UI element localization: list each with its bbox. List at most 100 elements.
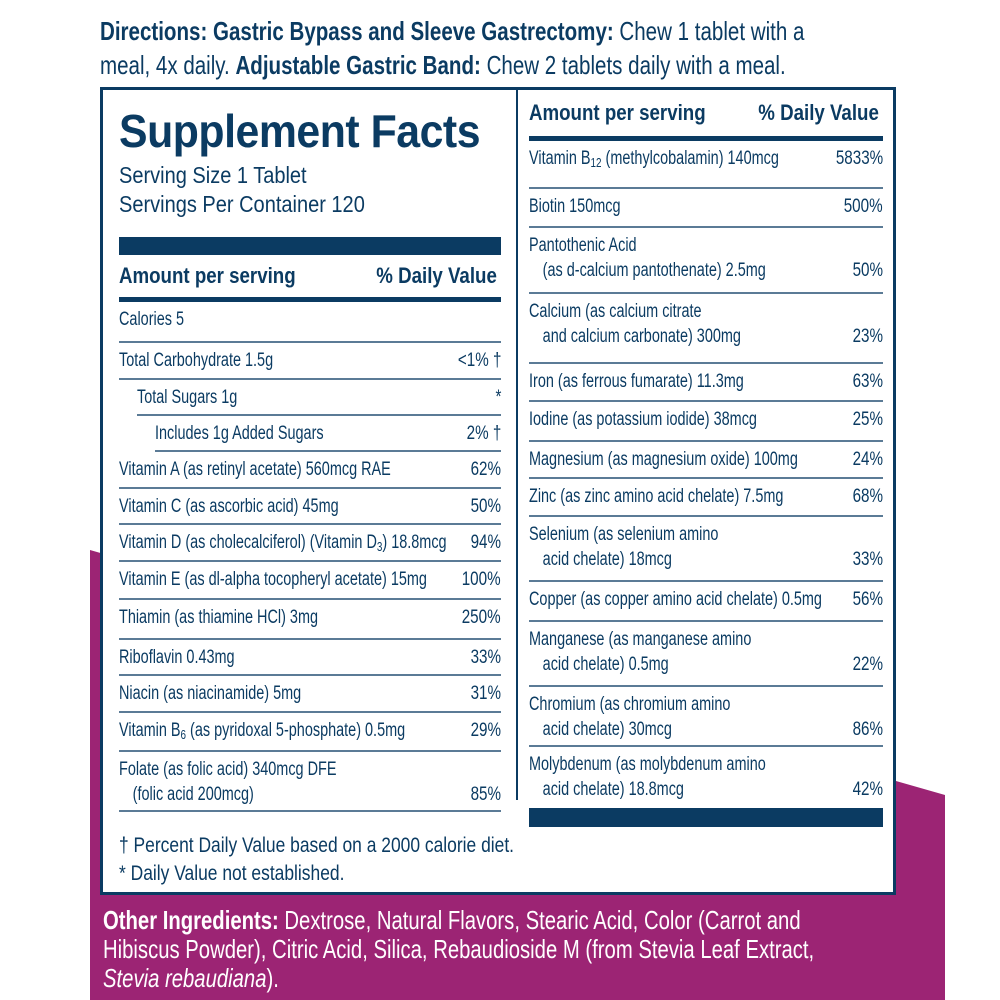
supplement-facts-panel: Supplement Facts Serving Size 1 Tablet S… (100, 87, 896, 895)
ingredients-text: ). (266, 963, 279, 993)
nutrient-label: Riboflavin 0.43mg (119, 647, 235, 668)
left-nutrient-list: Calories 5 Total Carbohydrate 1.5g <1% † To… (119, 302, 501, 812)
nutrient-label: Vitamin E (as dl-alpha tocopheryl acetat… (119, 569, 427, 590)
thick-rule (119, 297, 501, 302)
nutrient-label: Magnesium (as magnesium oxide) 100mg (529, 449, 798, 470)
ingredients-text: Hibiscus Powder), Citric Acid, Silica, R… (103, 934, 815, 964)
ingredients-text: Stevia rebaudiana (103, 963, 267, 993)
dv-header: % Daily Value (758, 100, 879, 125)
nutrient-label: Iron (as ferrous fumarate) 11.3mg (529, 371, 744, 392)
nutrient-row: Niacin (as niacinamide) 5mg 31% (119, 676, 501, 713)
nutrient-label: Calories 5 (119, 309, 185, 330)
daily-value: 50% (470, 496, 501, 517)
daily-value: 22% (852, 654, 883, 675)
nutrient-label: Pantothenic Acid (as d-calcium pantothena… (529, 235, 766, 281)
nutrient-label: Vitamin B12 (methylcobalamin) 140mcg (529, 148, 779, 170)
daily-value: 33% (852, 549, 883, 570)
nutrient-row: Iodine (as potassium iodide) 38mcg 25% (529, 402, 883, 442)
directions-text: Chew 2 tablets daily with a meal. (480, 50, 786, 80)
daily-value: * (495, 387, 501, 408)
daily-value: 68% (852, 486, 883, 507)
nutrient-label-line2: acid chelate) 18mcg (542, 549, 672, 570)
serving-size: Serving Size 1 Tablet (119, 162, 307, 188)
daily-value: 25% (852, 409, 883, 430)
nutrient-row: Total Carbohydrate 1.5g <1% † (119, 343, 501, 380)
nutrient-row: Copper (as copper amino acid chelate) 0.… (529, 582, 883, 622)
nutrient-row: Chromium (as chromium amino acid chelate)… (529, 687, 883, 747)
nutrient-row: Thiamin (as thiamine HCl) 3mg 250% (119, 600, 501, 640)
nutrient-label: Calcium (as calcium citrate and calcium c… (529, 301, 741, 347)
nutrient-label-line2: acid chelate) 18.8mcg (542, 779, 684, 800)
daily-value: 42% (852, 779, 883, 800)
daily-value: 100% (462, 569, 501, 590)
nutrient-row: Selenium (as selenium amino acid chelate)… (529, 517, 883, 582)
daily-value: 62% (470, 459, 501, 480)
nutrient-label: Total Sugars 1g (137, 387, 238, 408)
daily-value: 63% (852, 371, 883, 392)
nutrient-label: Iodine (as potassium iodide) 38mcg (529, 409, 757, 430)
daily-value: 50% (852, 260, 883, 281)
nutrient-row: Iron (as ferrous fumarate) 11.3mg 63% (529, 364, 883, 402)
nutrient-row: Total Sugars 1g * (137, 380, 501, 416)
nutrient-label-line2: (as d-calcium pantothenate) 2.5mg (542, 260, 766, 281)
nutrient-label: Chromium (as chromium amino acid chelate)… (529, 694, 731, 740)
daily-value: 23% (852, 326, 883, 347)
nutrient-row: Pantothenic Acid (as d-calcium pantothena… (529, 228, 883, 294)
nutrient-label: Biotin 150mcg (529, 196, 621, 217)
nutrient-row: Zinc (as zinc amino acid chelate) 7.5mg 6… (529, 479, 883, 517)
nutrient-row: Vitamin B6 (as pyridoxal 5-phosphate) 0.… (119, 713, 501, 752)
nutrient-label: Selenium (as selenium amino acid chelate)… (529, 524, 719, 570)
nutrient-label-line2: acid chelate) 0.5mg (542, 654, 669, 675)
footnote-dagger: † Percent Daily Value based on a 2000 ca… (119, 834, 515, 857)
nutrient-row: Molybdenum (as molybdenum amino acid chel… (529, 747, 883, 809)
directions-label: Directions: Gastric Bypass and Sleeve Ga… (100, 16, 614, 46)
nutrient-row: Vitamin D (as cholecalciferol) (Vitamin … (119, 525, 501, 562)
nutrient-label-line2: and calcium carbonate) 300mg (542, 326, 741, 347)
nutrient-row: Riboflavin 0.43mg 33% (119, 640, 501, 676)
nutrient-label: Total Carbohydrate 1.5g (119, 350, 274, 371)
directions-text: Chew 1 tablet with a (613, 16, 805, 46)
servings-per-container: Servings Per Container 120 (119, 191, 365, 217)
nutrient-row: Biotin 150mcg 500% (529, 189, 883, 228)
directions-label: Adjustable Gastric Band: (235, 50, 481, 80)
thick-rule (529, 136, 883, 141)
other-ingredients: Other Ingredients: Dextrose, Natural Fla… (103, 906, 814, 993)
nutrient-label: Niacin (as niacinamide) 5mg (119, 683, 302, 704)
nutrient-label: Copper (as copper amino acid chelate) 0.… (529, 589, 822, 610)
footnote-star: * Daily Value not established. (119, 862, 345, 885)
amount-header: Amount per serving (119, 263, 296, 288)
nutrient-label: Molybdenum (as molybdenum amino acid chel… (529, 754, 766, 800)
daily-value: 2% † (466, 423, 501, 444)
daily-value: 29% (470, 720, 501, 741)
nutrient-label: Vitamin C (as ascorbic acid) 45mg (119, 496, 339, 517)
nutrient-label: Zinc (as zinc amino acid chelate) 7.5mg (529, 486, 784, 507)
ingredients-label: Other Ingredients: (103, 905, 279, 935)
nutrient-label-line2: acid chelate) 30mcg (542, 719, 672, 740)
panel-title: Supplement Facts (119, 105, 481, 157)
daily-value: 500% (844, 196, 883, 217)
nutrient-label: Vitamin A (as retinyl acetate) 560mcg RA… (119, 459, 391, 480)
column-divider (516, 90, 518, 800)
right-nutrient-list: Vitamin B12 (methylcobalamin) 140mcg 5833… (529, 141, 883, 809)
daily-value: <1% † (457, 350, 501, 371)
nutrient-row: Vitamin A (as retinyl acetate) 560mcg RA… (119, 452, 501, 489)
daily-value: 94% (470, 532, 501, 553)
daily-value: 250% (462, 607, 501, 628)
nutrient-row: Vitamin C (as ascorbic acid) 45mg 50% (119, 489, 501, 525)
amount-header: Amount per serving (529, 100, 706, 125)
daily-value: 86% (852, 719, 883, 740)
daily-value: 56% (852, 589, 883, 610)
daily-value: 85% (470, 784, 501, 805)
thick-rule (119, 237, 501, 255)
nutrient-label: Manganese (as manganese amino acid chelat… (529, 629, 752, 675)
directions: Directions: Gastric Bypass and Sleeve Ga… (100, 14, 804, 82)
nutrient-label: Includes 1g Added Sugars (155, 423, 324, 444)
daily-value: 24% (852, 449, 883, 470)
nutrient-label: Vitamin B6 (as pyridoxal 5-phosphate) 0.… (119, 720, 406, 742)
directions-text: meal, 4x daily. (100, 50, 236, 80)
nutrient-row: Includes 1g Added Sugars 2% † (155, 416, 501, 452)
nutrient-label: Folate (as folic acid) 340mcg DFE (folic … (119, 759, 337, 805)
nutrient-row: Vitamin E (as dl-alpha tocopheryl acetat… (119, 562, 501, 600)
nutrient-row: Folate (as folic acid) 340mcg DFE (folic … (119, 752, 501, 812)
daily-value: 31% (470, 683, 501, 704)
